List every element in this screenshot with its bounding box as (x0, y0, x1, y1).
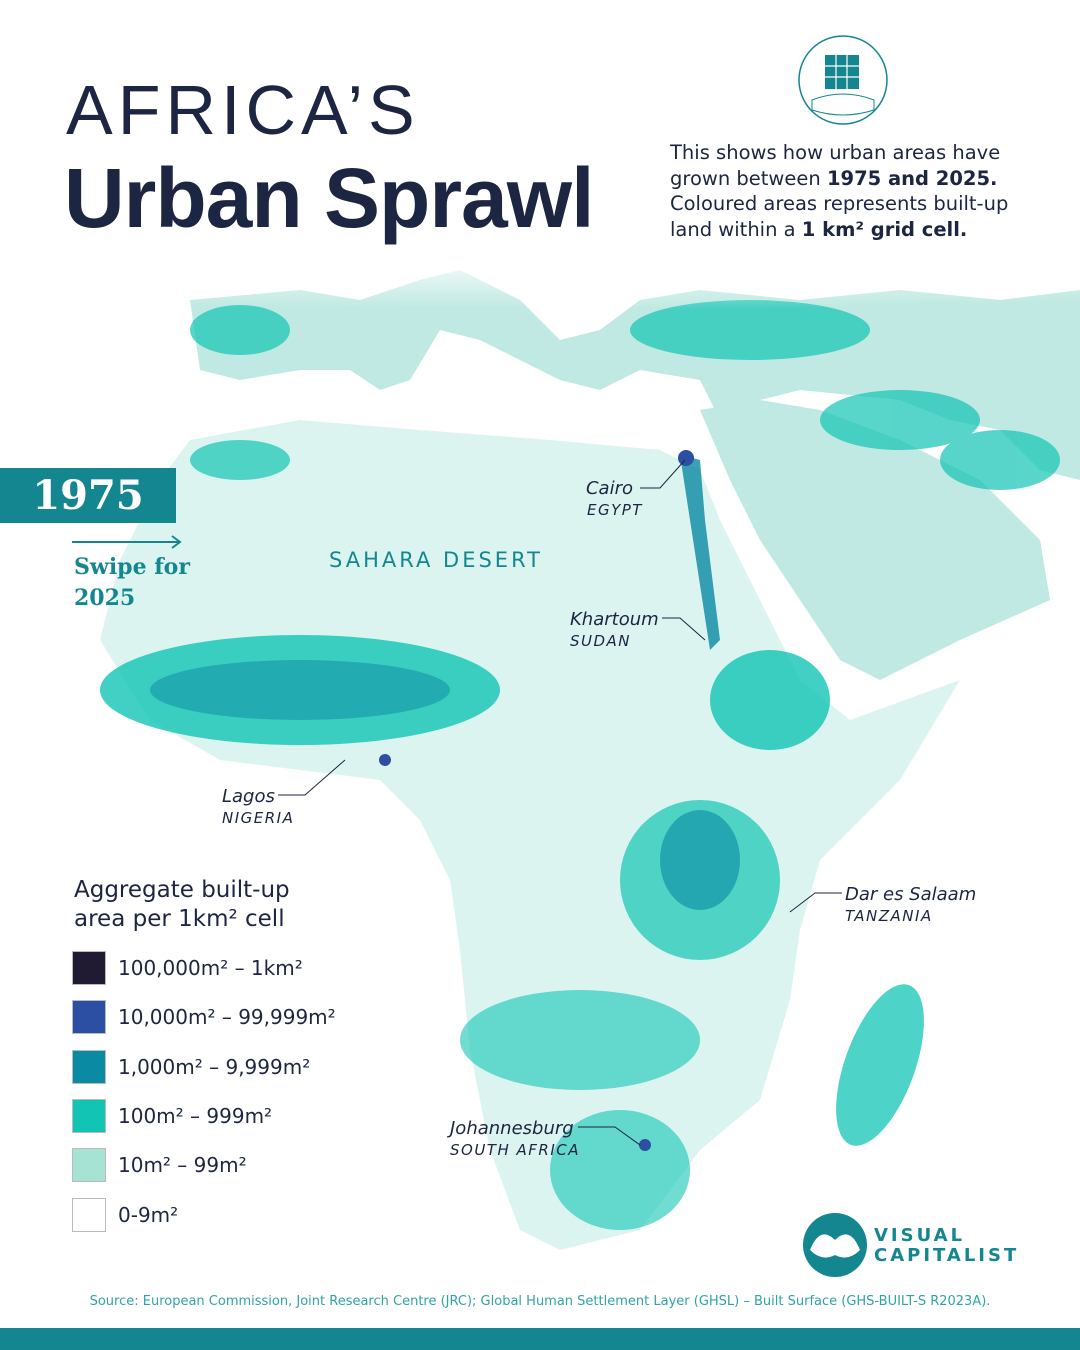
legend-label: 100,000m² – 1km² (118, 956, 303, 980)
country-label: EGYPT (587, 501, 643, 519)
city-label: Cairo (586, 478, 633, 499)
city-label: Johannesburg (447, 1118, 574, 1139)
description-bold: 1 km² grid cell. (801, 217, 968, 241)
africa-landmass (100, 420, 960, 1250)
logo-line: VISUAL (874, 1225, 966, 1246)
urban-clusters-north (190, 300, 1060, 490)
legend-swatch (72, 1148, 106, 1183)
city-label: Lagos (222, 786, 275, 807)
legend-swatch (72, 1049, 106, 1084)
legend-item: 100m² – 999m² (72, 1098, 273, 1133)
city-label: Khartoum (570, 609, 659, 630)
legend-item: 10m² – 99m² (72, 1148, 247, 1183)
legend-item: 100,000m² – 1km² (72, 951, 303, 985)
legend-swatch (72, 1000, 106, 1035)
description-text: This shows how urban areas have grown be… (670, 141, 1001, 190)
legend-title-line: Aggregate built-up (74, 877, 290, 903)
legend-item: 10,000m² – 99,999m² (72, 1000, 336, 1035)
legend-title-line: area per 1km² cell (74, 906, 285, 932)
legend-swatch (72, 951, 106, 985)
description: This shows how urban areas have grown be… (670, 140, 1030, 242)
logo-text: VISUAL CAPITALIST (874, 1226, 1019, 1266)
legend-swatch (72, 1098, 106, 1133)
title-line1: AFRICA’S (66, 71, 420, 149)
swipe-arrow (72, 535, 182, 549)
swipe-line: 2025 (74, 585, 136, 611)
bottom-bar (0, 1328, 1080, 1350)
legend-item: 0-9m² (72, 1197, 179, 1232)
legend-item: 1,000m² – 9,999m² (72, 1049, 311, 1084)
madagascar (836, 984, 924, 1146)
description-text: Coloured areas represents built-up land … (670, 192, 1009, 241)
country-label: NIGERIA (222, 809, 294, 827)
country-label: TANZANIA (845, 907, 933, 925)
country-label: SOUTH AFRICA (450, 1141, 580, 1159)
leader-lines (278, 459, 842, 1146)
logo-mark (803, 1213, 867, 1277)
legend-label: 10,000m² – 99,999m² (118, 1005, 336, 1030)
swipe-hint[interactable]: Swipe for 2025 (74, 552, 190, 614)
country-label: SUDAN (570, 632, 631, 650)
source: Source: European Commission, Joint Resea… (89, 1294, 991, 1309)
year-badge: 1975 (0, 468, 176, 523)
description-bold: 1975 and 2025. (826, 166, 998, 190)
legend-label: 100m² – 999m² (118, 1103, 273, 1128)
legend-label: 0-9m² (118, 1202, 179, 1227)
grid-icon (798, 35, 888, 125)
map-fade (0, 250, 1080, 310)
city-label: Dar es Salaam (845, 884, 976, 905)
legend-swatch (72, 1197, 106, 1232)
title-line2: Urban Sprawl (64, 151, 594, 245)
urban-clusters-africa (100, 440, 830, 1230)
legend-label: 1,000m² – 9,999m² (118, 1054, 311, 1079)
logo-line: CAPITALIST (874, 1245, 1020, 1266)
legend-label: 10m² – 99m² (118, 1153, 247, 1178)
region-label: SAHARA DESERT (329, 548, 543, 572)
swipe-line: Swipe for (74, 554, 190, 580)
legend-title: Aggregate built-up area per 1km² cell (74, 876, 290, 934)
